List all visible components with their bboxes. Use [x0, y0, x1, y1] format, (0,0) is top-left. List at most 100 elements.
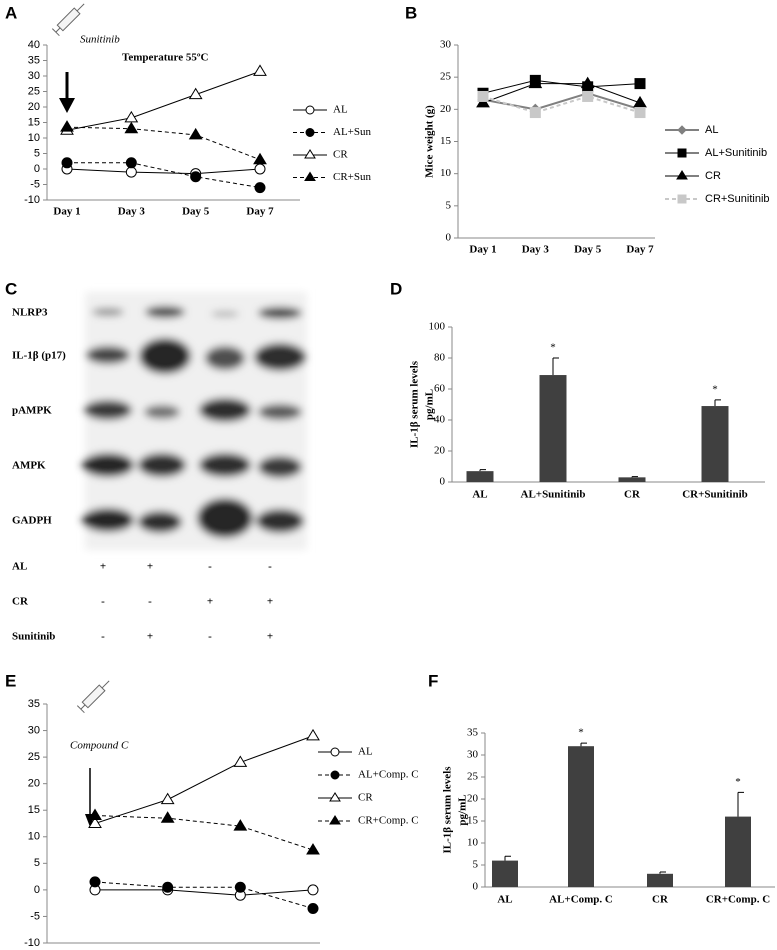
line — [67, 162, 261, 189]
panel-label: C — [5, 279, 17, 298]
line — [66, 126, 261, 161]
series — [61, 157, 266, 194]
significance-label: * — [735, 776, 741, 788]
marker — [582, 90, 594, 102]
annotation: Sunitinib — [80, 34, 120, 46]
condition-mark: - — [208, 631, 212, 643]
marker — [60, 120, 74, 132]
marker — [190, 171, 202, 183]
y-tick-label: 40 — [28, 39, 40, 51]
y-tick-label: 100 — [429, 321, 446, 333]
marker — [677, 125, 687, 135]
y-tick-label: 35 — [467, 727, 479, 739]
condition-mark: + — [147, 561, 153, 573]
x-tick-label: Day 1 — [53, 206, 80, 218]
marker — [188, 127, 203, 140]
error-bar — [659, 871, 666, 874]
y-tick-label: 15 — [28, 804, 40, 816]
y-tick-label: 25 — [440, 71, 452, 83]
legend-label: CR — [358, 792, 373, 804]
x-tick-label: AL+Sunitinib — [521, 489, 586, 501]
marker — [306, 843, 320, 855]
x-tick-label: CR+Sunitinib — [682, 489, 748, 501]
condition-label: Sunitinib — [12, 631, 55, 643]
legend-label: CR — [705, 170, 721, 182]
marker — [234, 881, 246, 893]
blot-image — [82, 292, 307, 550]
line — [94, 815, 314, 851]
y-tick-label: -10 — [24, 937, 40, 949]
legend-label: AL+Comp. C — [358, 769, 419, 781]
series — [60, 120, 267, 165]
marker — [253, 152, 267, 165]
arrow — [59, 72, 95, 827]
x-tick-label: Day 5 — [182, 206, 210, 218]
y-tick-label: 0 — [34, 884, 40, 896]
significance-label: * — [550, 342, 556, 354]
bar — [725, 816, 751, 887]
legend-label: AL — [705, 124, 718, 136]
x-tick-label: Day 1 — [81, 949, 108, 950]
condition-mark: + — [267, 596, 273, 608]
legend-label: AL — [333, 104, 348, 116]
x-tick-label: AL+Comp. C — [549, 894, 613, 906]
y-axis-label: IL-1β serum levels — [409, 360, 421, 448]
blot-row-label: NLRP3 — [12, 307, 48, 319]
significance-label: * — [712, 383, 718, 395]
y-tick-label: 20 — [440, 103, 452, 115]
bar — [701, 406, 729, 482]
x-tick-label: AL — [497, 894, 512, 906]
line — [94, 881, 314, 909]
marker — [88, 816, 102, 828]
bar — [568, 746, 594, 887]
y-tick-label: 10 — [467, 837, 479, 849]
y-tick-label: -10 — [24, 194, 40, 206]
panel-label: F — [428, 671, 438, 690]
line — [95, 889, 314, 896]
marker — [305, 105, 315, 115]
legend-label: AL — [358, 746, 373, 758]
x-tick-label: Day 7 — [626, 244, 654, 256]
bar — [492, 860, 518, 887]
x-tick-label: CR+Comp. C — [706, 894, 770, 906]
y-tick-label: 10 — [440, 167, 452, 179]
legend-label: CR — [333, 149, 348, 161]
legend-label: AL+Sunitinib — [705, 147, 767, 159]
condition-mark: - — [148, 596, 152, 608]
x-tick-label: Day 1 — [469, 244, 496, 256]
y-tick-label: 0 — [440, 476, 446, 488]
marker — [677, 194, 687, 204]
marker — [188, 87, 203, 100]
y-tick-label: 15 — [467, 815, 479, 827]
condition-mark: + — [207, 596, 213, 608]
marker — [330, 747, 340, 757]
error-bar — [504, 855, 511, 861]
series — [88, 808, 320, 855]
condition-mark: - — [208, 561, 212, 573]
y-tick-label: 25 — [28, 85, 40, 97]
series — [88, 728, 320, 828]
x-tick-label: Day 5 — [227, 949, 255, 950]
legend-label: CR+Comp. C — [358, 815, 419, 827]
series — [61, 163, 266, 180]
blot-row-label: AMPK — [12, 460, 46, 472]
y-tick-label: 10 — [28, 132, 40, 144]
y-tick-label: 40 — [434, 414, 446, 426]
panel-label: E — [5, 671, 16, 690]
series — [477, 90, 646, 119]
series — [60, 64, 267, 135]
marker — [160, 792, 175, 805]
marker — [676, 170, 688, 180]
y-tick-label: 15 — [28, 116, 40, 128]
bar — [539, 375, 567, 482]
condition-mark: + — [100, 561, 106, 573]
y-tick-label: 30 — [467, 749, 479, 761]
marker — [528, 76, 543, 89]
y-tick-label: 20 — [28, 101, 40, 113]
series — [477, 87, 646, 116]
condition-label: AL — [12, 561, 27, 573]
marker — [307, 902, 319, 914]
y-tick-label: 30 — [28, 724, 40, 736]
marker — [304, 171, 316, 181]
syringe-icon — [51, 3, 110, 714]
